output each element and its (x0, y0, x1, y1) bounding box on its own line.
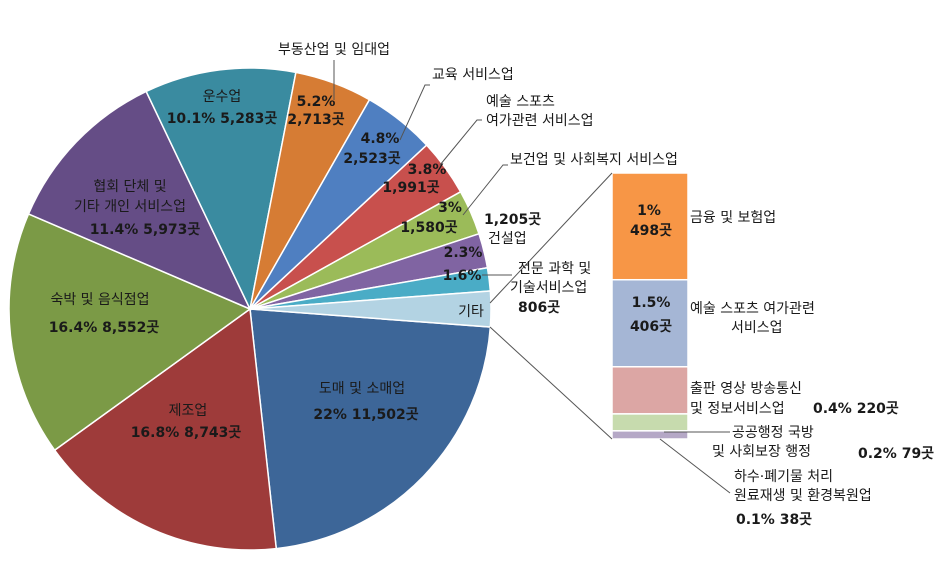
label-construction-count: 1,205곳 (484, 212, 541, 228)
label-arts2-pct: 1.5% (632, 295, 671, 311)
breakdown-bar (611, 172, 689, 440)
connector-line-bottom (489, 326, 613, 440)
label-education-count: 2,523곳 (343, 151, 400, 167)
label-health-count: 1,580곳 (400, 220, 457, 236)
label-public-value: 0.2% 79곳 (858, 446, 934, 462)
label-association-name1: 협회 단체 및 (93, 179, 166, 195)
connector-line-top (489, 172, 613, 304)
label-lodging-value: 16.4% 8,552곳 (49, 320, 160, 336)
leader-line-education (399, 84, 430, 141)
label-arts-name2: 여가관련 서비스업 (486, 113, 594, 129)
label-health-pct: 3% (438, 200, 462, 216)
bar-segment-2 (611, 366, 689, 415)
pie-slice-0 (249, 308, 492, 550)
label-science-pct: 1.6% (443, 268, 482, 284)
pie-slice-3 (27, 90, 252, 311)
label-arts2-name1: 예술 스포츠 여가관련 (690, 301, 815, 317)
label-association-value: 11.4% 5,973곳 (90, 222, 201, 238)
pie-slice-4 (145, 67, 297, 312)
pie-slices (8, 67, 492, 551)
label-construction-name: 건설업 (488, 231, 527, 247)
label-arts2-name2: 서비스업 (731, 320, 783, 336)
label-sewage-name2: 원료재생 및 환경복원업 (734, 488, 872, 504)
label-education-name: 교육 서비스업 (432, 67, 514, 83)
label-manufacturing-name: 제조업 (169, 403, 208, 419)
label-transport-value: 10.1% 5,283곳 (167, 111, 278, 127)
label-realestate-name: 부동산업 및 임대업 (278, 42, 390, 58)
leader-line-sewage (659, 438, 731, 494)
label-sewage-name1: 하수·폐기물 처리 (734, 469, 833, 485)
label-arts-name1: 예술 스포츠 (486, 94, 555, 110)
label-arts-pct: 3.8% (408, 162, 447, 178)
label-wholesale-value: 22% 11,502곳 (313, 407, 418, 423)
label-sewage-value: 0.1% 38곳 (736, 512, 812, 528)
label-other-name: 기타 (458, 304, 484, 320)
label-public-name1: 공공행정 국방 (732, 425, 814, 441)
label-association-name2: 기타 개인 서비스업 (74, 199, 186, 215)
bar-segment-4 (611, 430, 689, 440)
label-transport-name: 운수업 (203, 89, 242, 105)
label-arts-count: 1,991곳 (382, 180, 439, 196)
bar-segment-1 (611, 278, 689, 368)
label-education-pct: 4.8% (361, 131, 400, 147)
label-publishing-name2: 및 정보서비스업 (690, 401, 785, 417)
label-publishing-name1: 출판 영상 방송통신 (690, 381, 802, 397)
label-manufacturing-value: 16.8% 8,743곳 (131, 425, 242, 441)
label-science-name1: 전문 과학 및 (518, 261, 591, 277)
label-realestate-pct: 5.2% (297, 94, 336, 110)
label-construction-pct: 2.3% (444, 245, 483, 261)
label-arts2-count: 406곳 (630, 319, 672, 335)
label-wholesale-name: 도매 및 소매업 (319, 381, 405, 397)
label-science-count: 806곳 (518, 300, 560, 316)
leader-line-health (462, 164, 508, 216)
label-publishing-value: 0.4% 220곳 (813, 401, 899, 417)
label-finance-name: 금융 및 보험업 (690, 210, 776, 226)
label-finance-count: 498곳 (630, 223, 672, 239)
leader-line-arts (439, 119, 482, 166)
bar-segment-3 (611, 413, 689, 432)
label-lodging-name: 숙박 및 음식점업 (50, 292, 149, 308)
pie-slice-2 (8, 212, 252, 452)
bar-segment-0 (611, 172, 689, 281)
label-health-name: 보건업 및 사회복지 서비스업 (510, 152, 678, 168)
label-realestate-count: 2,713곳 (287, 112, 344, 128)
label-finance-pct: 1% (637, 203, 661, 219)
pie-slice-1 (53, 307, 278, 551)
label-public-name2: 및 사회보장 행정 (712, 444, 811, 460)
label-science-name2: 기술서비스업 (510, 280, 587, 296)
